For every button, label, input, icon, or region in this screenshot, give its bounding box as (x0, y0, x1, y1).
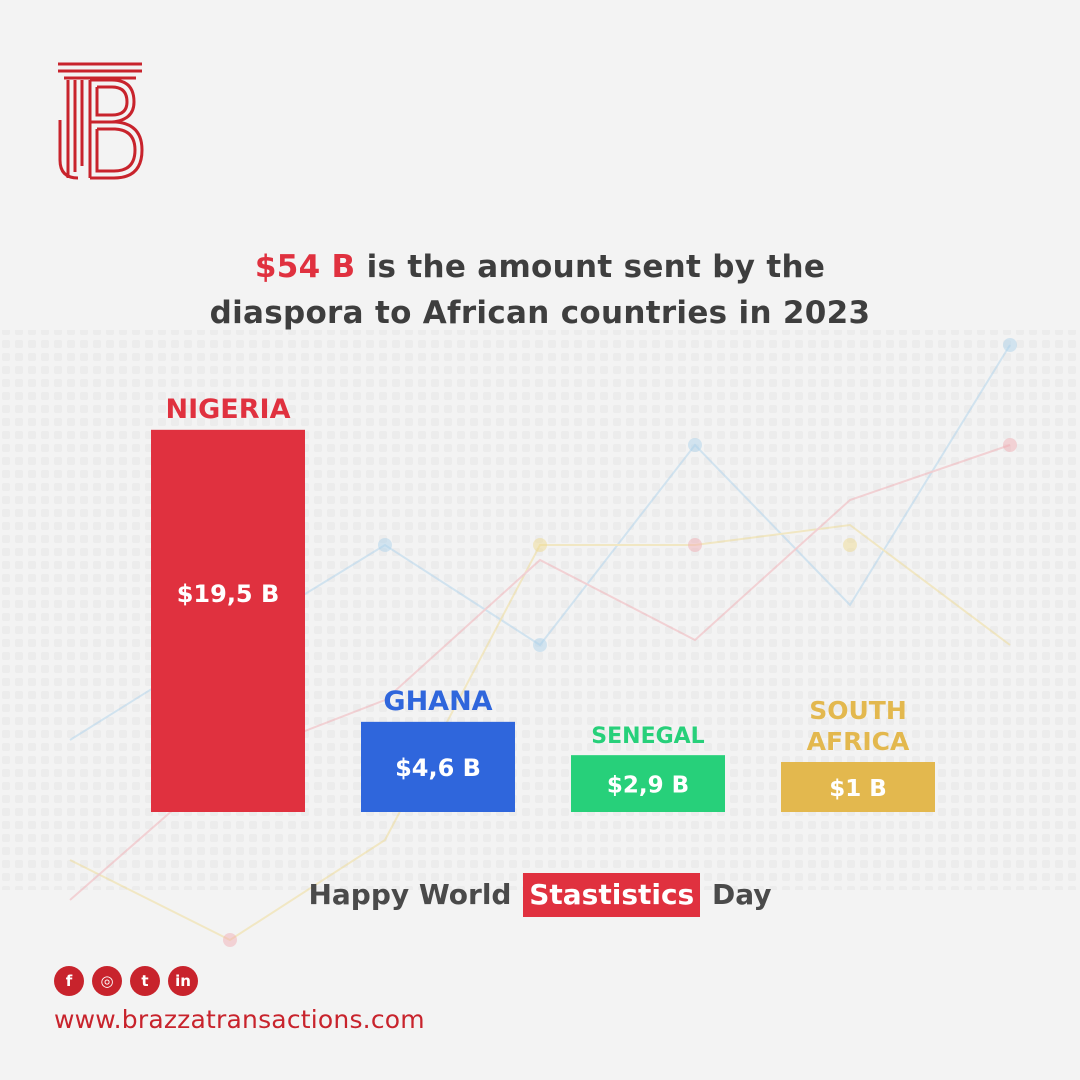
title-line-2-bold: African countries (422, 295, 728, 331)
title-line-1-text: is the amount sent by the (366, 249, 826, 285)
title-total-amount: $54 B (254, 249, 356, 285)
title-line-2: diaspora to African countries in 2023 (0, 290, 1080, 336)
bar-south-africa (781, 762, 935, 812)
value-label: $2,9 B (607, 773, 689, 799)
chart-title: $54 B is the amount sent by the diaspora… (0, 244, 1080, 336)
twitter-icon[interactable]: t (130, 966, 160, 996)
category-label: AFRICA (807, 727, 910, 756)
category-label: SENEGAL (591, 724, 704, 749)
linkedin-icon[interactable]: in (168, 966, 198, 996)
value-label: $4,6 B (395, 754, 481, 782)
category-label: GHANA (383, 686, 492, 717)
value-label: $19,5 B (177, 580, 280, 608)
value-label: $1 B (829, 776, 887, 802)
bar-nigeria (151, 429, 305, 812)
title-line-2-end: in 2023 (738, 295, 871, 331)
bar-ghana (361, 721, 515, 812)
tb-monogram-logo (58, 62, 144, 180)
title-line-2-plain: diaspora to (209, 295, 412, 331)
footer-message-start: Happy World (308, 878, 512, 911)
instagram-icon[interactable]: ◎ (92, 966, 122, 996)
social-links: f ◎ t in (54, 966, 198, 996)
footer-message: Happy World Stastistics Day (0, 872, 1080, 918)
footer-message-end: Day (711, 878, 772, 911)
website-link[interactable]: www.brazzatransactions.com (54, 1005, 425, 1034)
category-label: NIGERIA (166, 394, 291, 425)
title-line-1: $54 B is the amount sent by the (0, 244, 1080, 290)
bar-senegal (571, 755, 725, 812)
facebook-icon[interactable]: f (54, 966, 84, 996)
footer-message-highlight: Stastistics (523, 873, 701, 917)
category-label: SOUTH (809, 696, 907, 725)
